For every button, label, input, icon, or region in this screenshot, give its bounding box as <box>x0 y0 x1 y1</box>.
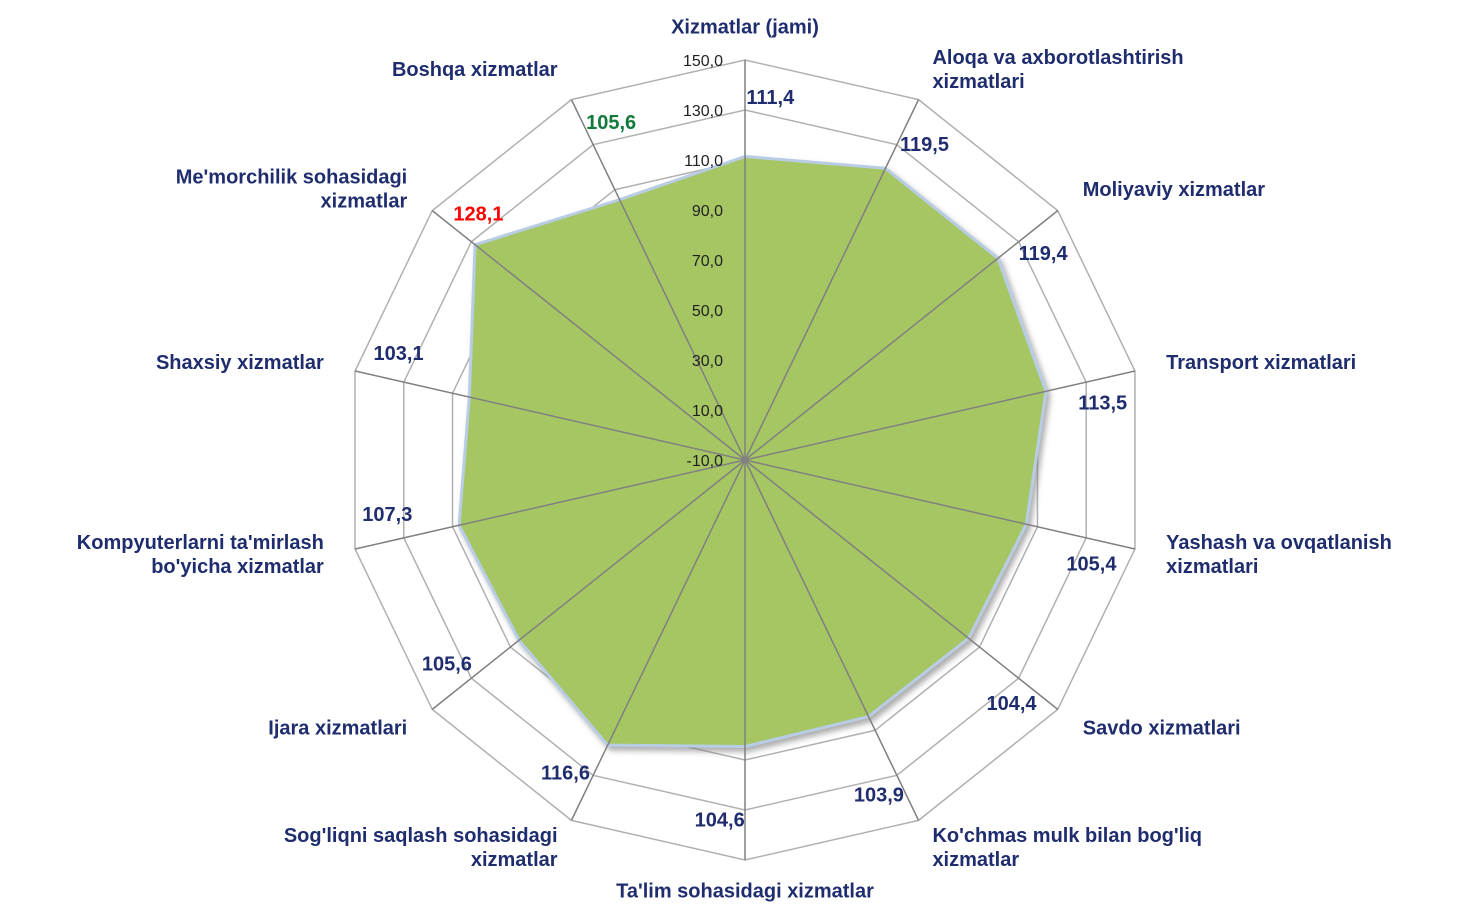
category-label: Ijara xizmatlari <box>268 718 407 740</box>
value-label: 105,6 <box>586 112 636 134</box>
value-label: 119,5 <box>900 134 949 156</box>
spoke <box>354 459 746 550</box>
value-label: 103,9 <box>854 785 904 807</box>
value-label: 105,4 <box>1066 553 1117 575</box>
category-label: Yashash va ovqatlanish xizmatlari <box>1166 532 1392 578</box>
spoke <box>570 99 746 461</box>
spoke <box>570 459 746 821</box>
r-tick-label: 90,0 <box>692 203 723 220</box>
r-tick-label: 110,0 <box>684 153 723 170</box>
r-tick-label: 130,0 <box>683 103 723 120</box>
value-label: 113,5 <box>1078 393 1127 415</box>
value-label: 119,4 <box>1019 243 1069 265</box>
r-tick-label: 70,0 <box>692 253 723 270</box>
category-label: Kompyuterlarni ta'mirlash bo'yicha xizmat… <box>77 532 324 578</box>
category-label: Moliyaviy xizmatlar <box>1083 179 1266 201</box>
spoke <box>354 370 746 461</box>
spoke <box>744 210 1059 461</box>
value-label: 105,6 <box>422 654 472 676</box>
category-label: Shaxsiy xizmatlar <box>156 352 324 374</box>
category-label: Boshqa xizmatlar <box>392 59 558 81</box>
category-label: Me'morchilik sohasidagi xizmatlar <box>176 167 408 213</box>
spoke <box>431 210 746 461</box>
r-tick-label: 50,0 <box>692 303 723 320</box>
category-label: Ta'lim sohasidagi xizmatlar <box>616 880 874 902</box>
spoke <box>744 370 1136 461</box>
category-label: Aloqa va axborotlashtirish xizmatlari <box>932 47 1183 93</box>
value-label: 104,4 <box>987 693 1038 715</box>
r-tick-label: 150,0 <box>683 53 723 70</box>
spoke <box>744 459 1136 550</box>
value-label: 107,3 <box>362 504 412 526</box>
r-tick-label: 10,0 <box>692 403 723 420</box>
category-label: Transport xizmatlari <box>1166 352 1356 374</box>
category-label: Sog'liqni saqlash sohasidagi xizmatlar <box>284 825 558 871</box>
spoke <box>744 459 1059 710</box>
value-label: 111,4 <box>746 87 795 109</box>
category-label: Xizmatlar (jami) <box>671 16 819 38</box>
value-label: 104,6 <box>695 809 745 831</box>
spoke <box>744 99 920 461</box>
spoke <box>744 459 920 821</box>
r-tick-label: 30,0 <box>692 353 723 370</box>
r-tick-label: -10,0 <box>687 453 724 470</box>
value-label: 128,1 <box>453 203 503 225</box>
category-label: Savdo xizmatlari <box>1083 718 1241 740</box>
category-label: Ko'chmas mulk bilan bog'liq xizmatlar <box>932 825 1202 871</box>
data-area <box>457 154 1048 749</box>
value-label: 116,6 <box>541 763 590 785</box>
spoke <box>431 459 746 710</box>
value-label: 103,1 <box>374 343 424 365</box>
